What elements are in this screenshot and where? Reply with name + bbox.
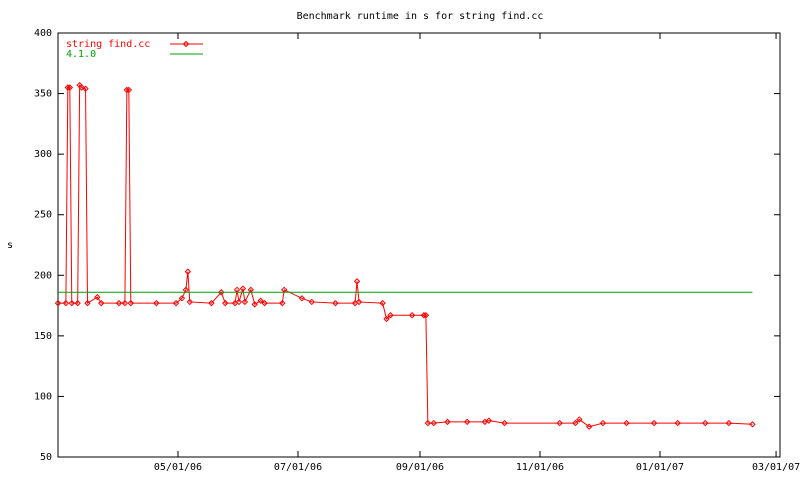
point xyxy=(84,299,91,307)
series-line xyxy=(58,83,753,428)
x-tick-label: 01/01/07 xyxy=(636,462,684,473)
point xyxy=(556,419,563,427)
point xyxy=(355,298,363,306)
point xyxy=(420,312,428,319)
point xyxy=(235,298,243,306)
point xyxy=(121,299,129,307)
point xyxy=(78,84,85,91)
point xyxy=(251,301,258,308)
x-tick-label: 09/01/06 xyxy=(396,462,444,473)
point xyxy=(74,299,81,307)
point xyxy=(430,419,437,427)
point xyxy=(222,299,229,307)
point xyxy=(383,315,390,323)
point xyxy=(485,417,493,424)
y-tick-label: 350 xyxy=(34,89,52,100)
point xyxy=(279,299,286,307)
point xyxy=(127,299,134,307)
point xyxy=(208,299,215,307)
point xyxy=(68,299,75,307)
point xyxy=(54,299,62,307)
point xyxy=(599,419,607,427)
x-tick-label: 05/01/06 xyxy=(154,462,202,473)
point xyxy=(98,299,105,307)
point xyxy=(424,419,432,427)
point xyxy=(261,299,268,307)
y-tick-label: 250 xyxy=(34,210,52,221)
point xyxy=(172,299,180,307)
y-tick-label: 50 xyxy=(40,452,52,463)
point xyxy=(184,268,192,275)
point xyxy=(576,416,583,423)
point xyxy=(82,85,89,92)
point xyxy=(298,295,306,302)
x-tick-label: 03/01/07 xyxy=(752,462,800,473)
point xyxy=(94,293,101,301)
legend-marker xyxy=(182,40,190,48)
y-axis-label: s xyxy=(7,240,13,251)
point xyxy=(186,298,194,306)
point xyxy=(115,299,123,307)
y-tick-label: 400 xyxy=(34,28,52,39)
x-tick-label: 07/01/06 xyxy=(274,462,322,473)
point xyxy=(332,299,339,307)
point xyxy=(353,278,361,285)
point xyxy=(241,298,249,306)
point xyxy=(422,312,430,319)
y-tick-label: 300 xyxy=(34,149,52,160)
point xyxy=(218,289,225,296)
y-tick-label: 100 xyxy=(34,391,52,402)
point xyxy=(674,419,681,427)
point xyxy=(64,84,72,91)
point xyxy=(702,419,709,427)
y-tick-label: 150 xyxy=(34,331,52,342)
point xyxy=(62,299,70,307)
point xyxy=(239,285,247,292)
point xyxy=(125,86,133,94)
point xyxy=(257,297,264,304)
point xyxy=(153,299,160,307)
point xyxy=(623,419,630,427)
point xyxy=(308,298,315,306)
point xyxy=(387,312,394,319)
point xyxy=(501,419,508,427)
point xyxy=(123,86,131,94)
point xyxy=(66,84,74,91)
point xyxy=(463,418,471,426)
point xyxy=(444,418,451,426)
point xyxy=(749,421,756,428)
y-tick-label: 200 xyxy=(34,270,52,281)
point xyxy=(650,419,658,427)
point xyxy=(379,299,386,307)
point xyxy=(585,423,593,430)
point xyxy=(408,312,416,319)
point xyxy=(725,419,733,427)
legend-label: string find.cc xyxy=(66,39,150,50)
chart-title: Benchmark runtime in s for string find.c… xyxy=(297,11,544,22)
plot-frame xyxy=(57,32,781,458)
point xyxy=(572,419,579,427)
x-tick-label: 11/01/06 xyxy=(516,462,564,473)
point xyxy=(178,295,186,302)
legend-label: 4.1.0 xyxy=(66,49,96,60)
